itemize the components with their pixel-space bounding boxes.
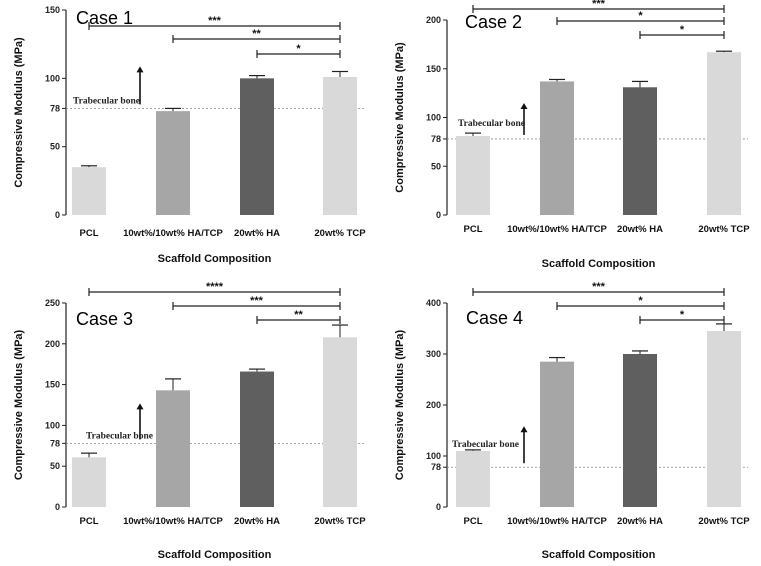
significance-label: ** bbox=[252, 28, 261, 40]
y-tick-label: 300 bbox=[426, 349, 441, 359]
significance-label: *** bbox=[208, 15, 222, 27]
y-tick-label: 0 bbox=[436, 210, 441, 220]
bar bbox=[540, 81, 574, 215]
x-axis-label: Scaffold Composition bbox=[158, 549, 272, 561]
y-tick-label: 250 bbox=[45, 298, 60, 308]
chart-title: Case 3 bbox=[76, 309, 133, 329]
y-tick-label: 0 bbox=[436, 502, 441, 512]
significance-label: * bbox=[680, 309, 685, 321]
reference-arrow-head bbox=[520, 426, 528, 433]
category-label: PCL bbox=[80, 516, 99, 527]
bar bbox=[540, 361, 574, 507]
bar bbox=[323, 76, 357, 215]
y-tick-label: 100 bbox=[45, 420, 60, 430]
y-axis-label: Compressive Modulus (MPa) bbox=[394, 42, 406, 193]
y-axis-label: Compressive Modulus (MPa) bbox=[13, 37, 25, 188]
reference-label: Trabecular bone bbox=[73, 96, 140, 106]
bar bbox=[456, 450, 490, 507]
bar bbox=[72, 167, 106, 215]
bar bbox=[72, 457, 106, 507]
category-label: 20wt% HA bbox=[617, 224, 663, 235]
category-label: 20wt% HA bbox=[234, 516, 280, 527]
bar bbox=[456, 136, 490, 215]
y-tick-label: 150 bbox=[45, 380, 60, 390]
bar bbox=[707, 331, 741, 507]
y-tick-label: 100 bbox=[426, 451, 441, 461]
bar bbox=[323, 337, 357, 507]
category-label: 20wt% HA bbox=[234, 228, 280, 239]
chart-panel-case-2: 0 50 78 100 150 200 Trabecular bone PCL 10wt%/10… bbox=[394, 0, 750, 270]
reference-label: Trabecular bone bbox=[86, 431, 153, 441]
category-label: 20wt% HA bbox=[617, 516, 663, 527]
category-label: 20wt% TCP bbox=[314, 516, 366, 527]
category-label: PCL bbox=[80, 228, 99, 239]
y-tick-label: 50 bbox=[50, 461, 60, 471]
bar bbox=[240, 371, 274, 507]
y-tick-label: 150 bbox=[426, 64, 441, 74]
chart-title: Case 4 bbox=[466, 308, 523, 328]
category-label: 20wt% TCP bbox=[698, 224, 750, 235]
significance-label: *** bbox=[592, 0, 606, 10]
x-axis-label: Scaffold Composition bbox=[542, 549, 656, 561]
bar bbox=[623, 354, 657, 507]
bar bbox=[623, 87, 657, 215]
reference-arrow-head bbox=[136, 403, 144, 410]
significance-label: **** bbox=[206, 281, 224, 293]
y-tick-label: 78 bbox=[50, 438, 60, 448]
significance-label: *** bbox=[250, 295, 264, 307]
y-tick-label: 0 bbox=[55, 210, 60, 220]
y-tick-label: 100 bbox=[426, 113, 441, 123]
significance-label: * bbox=[638, 295, 643, 307]
chart-title: Case 2 bbox=[465, 12, 522, 32]
y-tick-label: 50 bbox=[431, 161, 441, 171]
significance-label: * bbox=[638, 10, 643, 22]
bar bbox=[156, 390, 190, 507]
significance-label: ** bbox=[294, 309, 303, 321]
y-tick-label: 200 bbox=[426, 15, 441, 25]
reference-arrow-head bbox=[136, 66, 144, 73]
chart-title: Case 1 bbox=[76, 8, 133, 28]
x-axis-label: Scaffold Composition bbox=[158, 253, 272, 265]
y-tick-label: 200 bbox=[426, 400, 441, 410]
y-tick-label: 0 bbox=[55, 502, 60, 512]
bar bbox=[707, 52, 741, 215]
chart-panel-case-3: 0 50 78 100 150 200 250 Trabecular bone PCL 10wt%… bbox=[13, 281, 366, 561]
reference-arrow-head bbox=[520, 102, 528, 109]
bar bbox=[156, 111, 190, 215]
bar bbox=[240, 78, 274, 215]
y-tick-label: 200 bbox=[45, 339, 60, 349]
category-label: 20wt% TCP bbox=[314, 228, 366, 239]
chart-panel-case-1: 0 50 78 100 150 Trabecular bone PCL 10wt%/10wt%… bbox=[13, 5, 366, 265]
significance-label: * bbox=[680, 24, 685, 36]
reference-label: Trabecular bone bbox=[452, 440, 519, 450]
significance-label: * bbox=[296, 43, 301, 55]
significance-label: *** bbox=[592, 281, 606, 293]
y-tick-label: 400 bbox=[426, 298, 441, 308]
y-axis-label: Compressive Modulus (MPa) bbox=[13, 329, 25, 480]
category-label: 10wt%/10wt% HA/TCP bbox=[123, 516, 223, 527]
y-tick-label: 78 bbox=[431, 134, 441, 144]
category-label: 10wt%/10wt% HA/TCP bbox=[507, 224, 607, 235]
y-axis-label: Compressive Modulus (MPa) bbox=[394, 329, 406, 480]
category-label: 10wt%/10wt% HA/TCP bbox=[507, 516, 607, 527]
category-label: PCL bbox=[464, 224, 483, 235]
y-tick-label: 50 bbox=[50, 142, 60, 152]
category-label: 20wt% TCP bbox=[698, 516, 750, 527]
category-label: PCL bbox=[464, 516, 483, 527]
y-tick-label: 78 bbox=[431, 462, 441, 472]
x-axis-label: Scaffold Composition bbox=[542, 258, 656, 270]
y-tick-label: 100 bbox=[45, 73, 60, 83]
reference-label: Trabecular bone bbox=[458, 119, 525, 129]
category-label: 10wt%/10wt% HA/TCP bbox=[123, 228, 223, 239]
y-tick-label: 78 bbox=[50, 103, 60, 113]
y-tick-label: 150 bbox=[45, 5, 60, 15]
